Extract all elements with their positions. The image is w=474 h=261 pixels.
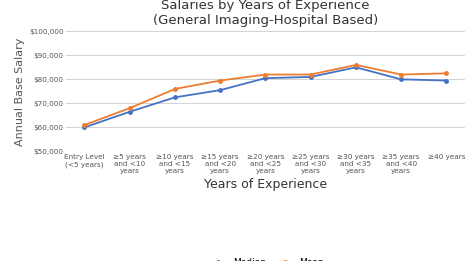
Mean [218, 79, 223, 82]
Mean [353, 63, 359, 67]
Line: Mean: Mean [83, 63, 448, 127]
Mean [82, 123, 87, 127]
Y-axis label: Annual Base Salary: Annual Base Salary [15, 37, 25, 146]
Median [172, 96, 178, 99]
Median [398, 78, 404, 81]
Mean [172, 87, 178, 91]
Median [353, 66, 359, 69]
Median [82, 126, 87, 129]
Legend: Median, Mean: Median, Mean [203, 254, 328, 261]
Mean [444, 72, 449, 75]
X-axis label: Years of Experience: Years of Experience [204, 178, 327, 191]
Median [308, 75, 313, 79]
Mean [127, 106, 133, 110]
Line: Median: Median [83, 66, 448, 129]
Median [263, 76, 268, 80]
Median [218, 88, 223, 92]
Mean [398, 73, 404, 76]
Median [127, 110, 133, 113]
Mean [263, 73, 268, 76]
Title: Salaries by Years of Experience
(General Imaging-Hospital Based): Salaries by Years of Experience (General… [153, 0, 378, 27]
Mean [308, 73, 313, 76]
Median [444, 79, 449, 82]
